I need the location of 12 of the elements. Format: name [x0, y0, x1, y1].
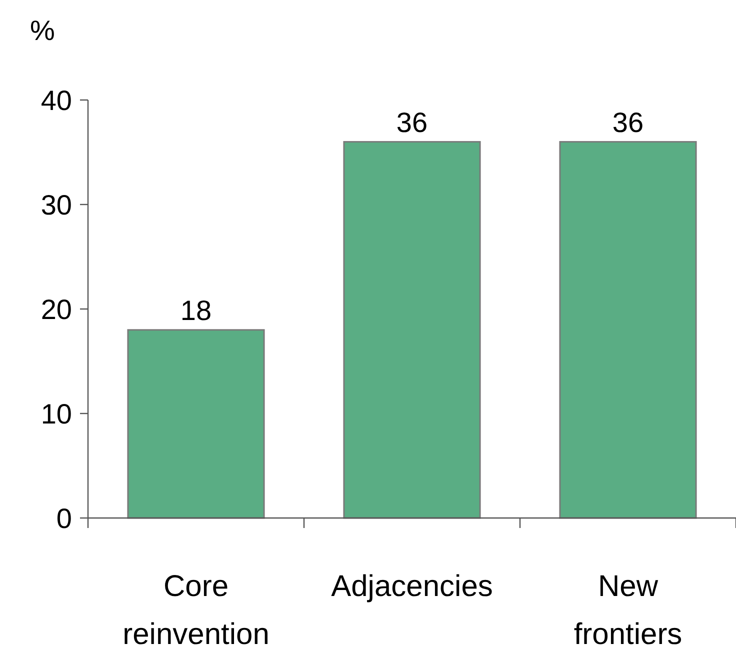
- y-tick-label: 40: [40, 84, 72, 116]
- x-tick-label: Core reinvention: [122, 570, 270, 651]
- y-tick-label: 20: [40, 294, 72, 325]
- data-label: 36: [396, 106, 428, 138]
- y-tick-label: 30: [40, 189, 72, 220]
- data-label: 36: [612, 106, 644, 138]
- y-axis-title: %: [30, 15, 55, 46]
- x-tick-label: New frontiers: [574, 570, 682, 651]
- x-tick-label: Adjacencies: [331, 570, 493, 603]
- y-tick-label: 0: [56, 502, 72, 534]
- data-label: 18: [180, 294, 212, 326]
- y-tick-label: 10: [40, 398, 72, 430]
